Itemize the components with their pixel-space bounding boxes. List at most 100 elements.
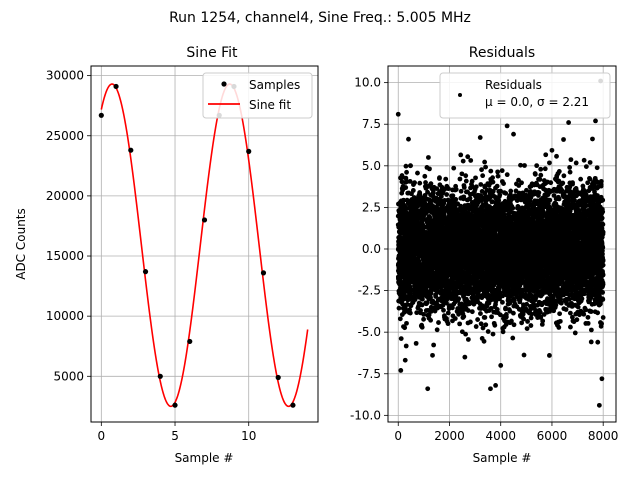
residual-point [417, 180, 423, 186]
residual-point [444, 192, 450, 197]
residual-point [416, 258, 422, 264]
residual-point [445, 310, 451, 316]
sine-fit-axes-frame [90, 65, 319, 423]
residual-point [485, 329, 491, 334]
residual-point [500, 329, 506, 335]
sample-point [98, 112, 104, 118]
residual-point [443, 176, 449, 182]
residual-point [473, 184, 479, 190]
residual-point [508, 188, 514, 194]
residual-point [402, 325, 408, 331]
residual-point [457, 176, 463, 182]
sine-fit-ylabel: ADC Counts [14, 208, 28, 280]
residual-point [404, 169, 409, 175]
residual-point [490, 331, 496, 337]
residual-point [458, 188, 464, 194]
residual-point [481, 338, 487, 344]
legend-samples-marker [221, 81, 227, 87]
residual-point [428, 181, 434, 187]
residual-point [431, 342, 437, 348]
residual-point [479, 167, 484, 173]
residual-point [397, 316, 403, 322]
residual-point [465, 308, 471, 313]
residual-point [430, 190, 436, 196]
residual-point [461, 185, 467, 190]
residual-point [511, 322, 517, 328]
x-tick-label: 5 [171, 429, 179, 443]
residual-point [428, 295, 433, 300]
residual-point [414, 310, 420, 316]
residual-point [430, 352, 435, 358]
residual-point [468, 158, 474, 163]
residual-point [499, 168, 505, 174]
residual-point [421, 311, 427, 317]
residual-point [483, 164, 488, 170]
sample-point [157, 373, 163, 379]
residual-point [458, 152, 464, 158]
residual-point [463, 331, 469, 337]
y-tick-label: 30000 [46, 69, 84, 83]
residual-point [510, 205, 516, 211]
x-tick-label: 10 [241, 429, 256, 443]
sample-point [187, 338, 193, 345]
residual-point [501, 181, 506, 186]
residual-point [407, 179, 413, 184]
residual-point [422, 192, 428, 198]
residual-point [396, 305, 402, 311]
sample-point [201, 217, 208, 223]
residual-point [482, 315, 488, 320]
residual-point [451, 165, 457, 171]
residual-point [504, 172, 510, 178]
figure-title: Run 1254, channel4, Sine Freq.: 5.005 MH… [169, 10, 471, 26]
residual-point [496, 198, 502, 203]
y-tick-label: 15000 [46, 249, 84, 263]
sine-fit-line [100, 83, 309, 408]
residual-point [469, 309, 475, 315]
residual-point [403, 163, 409, 169]
residual-point [473, 175, 478, 181]
y-tick-label: 10000 [46, 309, 84, 323]
residual-point [521, 352, 527, 358]
sine-fit-title: Sine Fit [186, 45, 238, 61]
sine-fit-panel: Sine Fit 0 5 10500010000150002000025000300… [14, 45, 319, 465]
legend-sine-fit-label: Sine fit [249, 98, 291, 112]
residual-point [503, 314, 509, 320]
residual-point [403, 343, 409, 349]
sine-fit-legend-box [202, 72, 313, 119]
residual-point [421, 316, 426, 322]
residual-point [490, 179, 496, 185]
residual-point [500, 299, 505, 305]
residual-point [453, 197, 459, 202]
residual-point [511, 310, 516, 316]
sample-point [142, 269, 149, 275]
residual-point [408, 163, 413, 169]
sample-point [246, 148, 252, 154]
sample-point [172, 402, 178, 408]
residual-point [403, 185, 409, 190]
residual-point [463, 178, 469, 184]
residual-point [465, 337, 471, 342]
residual-point [480, 173, 486, 179]
y-tick-label: 25000 [46, 129, 84, 143]
residual-point [427, 166, 432, 172]
residual-point [419, 302, 425, 308]
residual-point [412, 180, 417, 186]
sine-fit-legend: Samples Sine fit [202, 72, 313, 119]
residual-point [519, 180, 524, 186]
residual-point [461, 314, 467, 319]
residual-point [463, 173, 469, 179]
residual-point [428, 309, 434, 314]
residuals-plot-area [395, 78, 606, 408]
residual-point [488, 168, 494, 174]
residual-point [415, 170, 420, 176]
residual-point [482, 159, 488, 165]
residual-point [418, 308, 423, 313]
residual-point [478, 321, 484, 327]
residual-point [495, 169, 501, 175]
y-tick-label: 20000 [46, 189, 84, 203]
residual-point [453, 187, 459, 192]
residual-point [510, 335, 516, 341]
residual-point [494, 183, 500, 189]
residual-point [456, 296, 462, 302]
